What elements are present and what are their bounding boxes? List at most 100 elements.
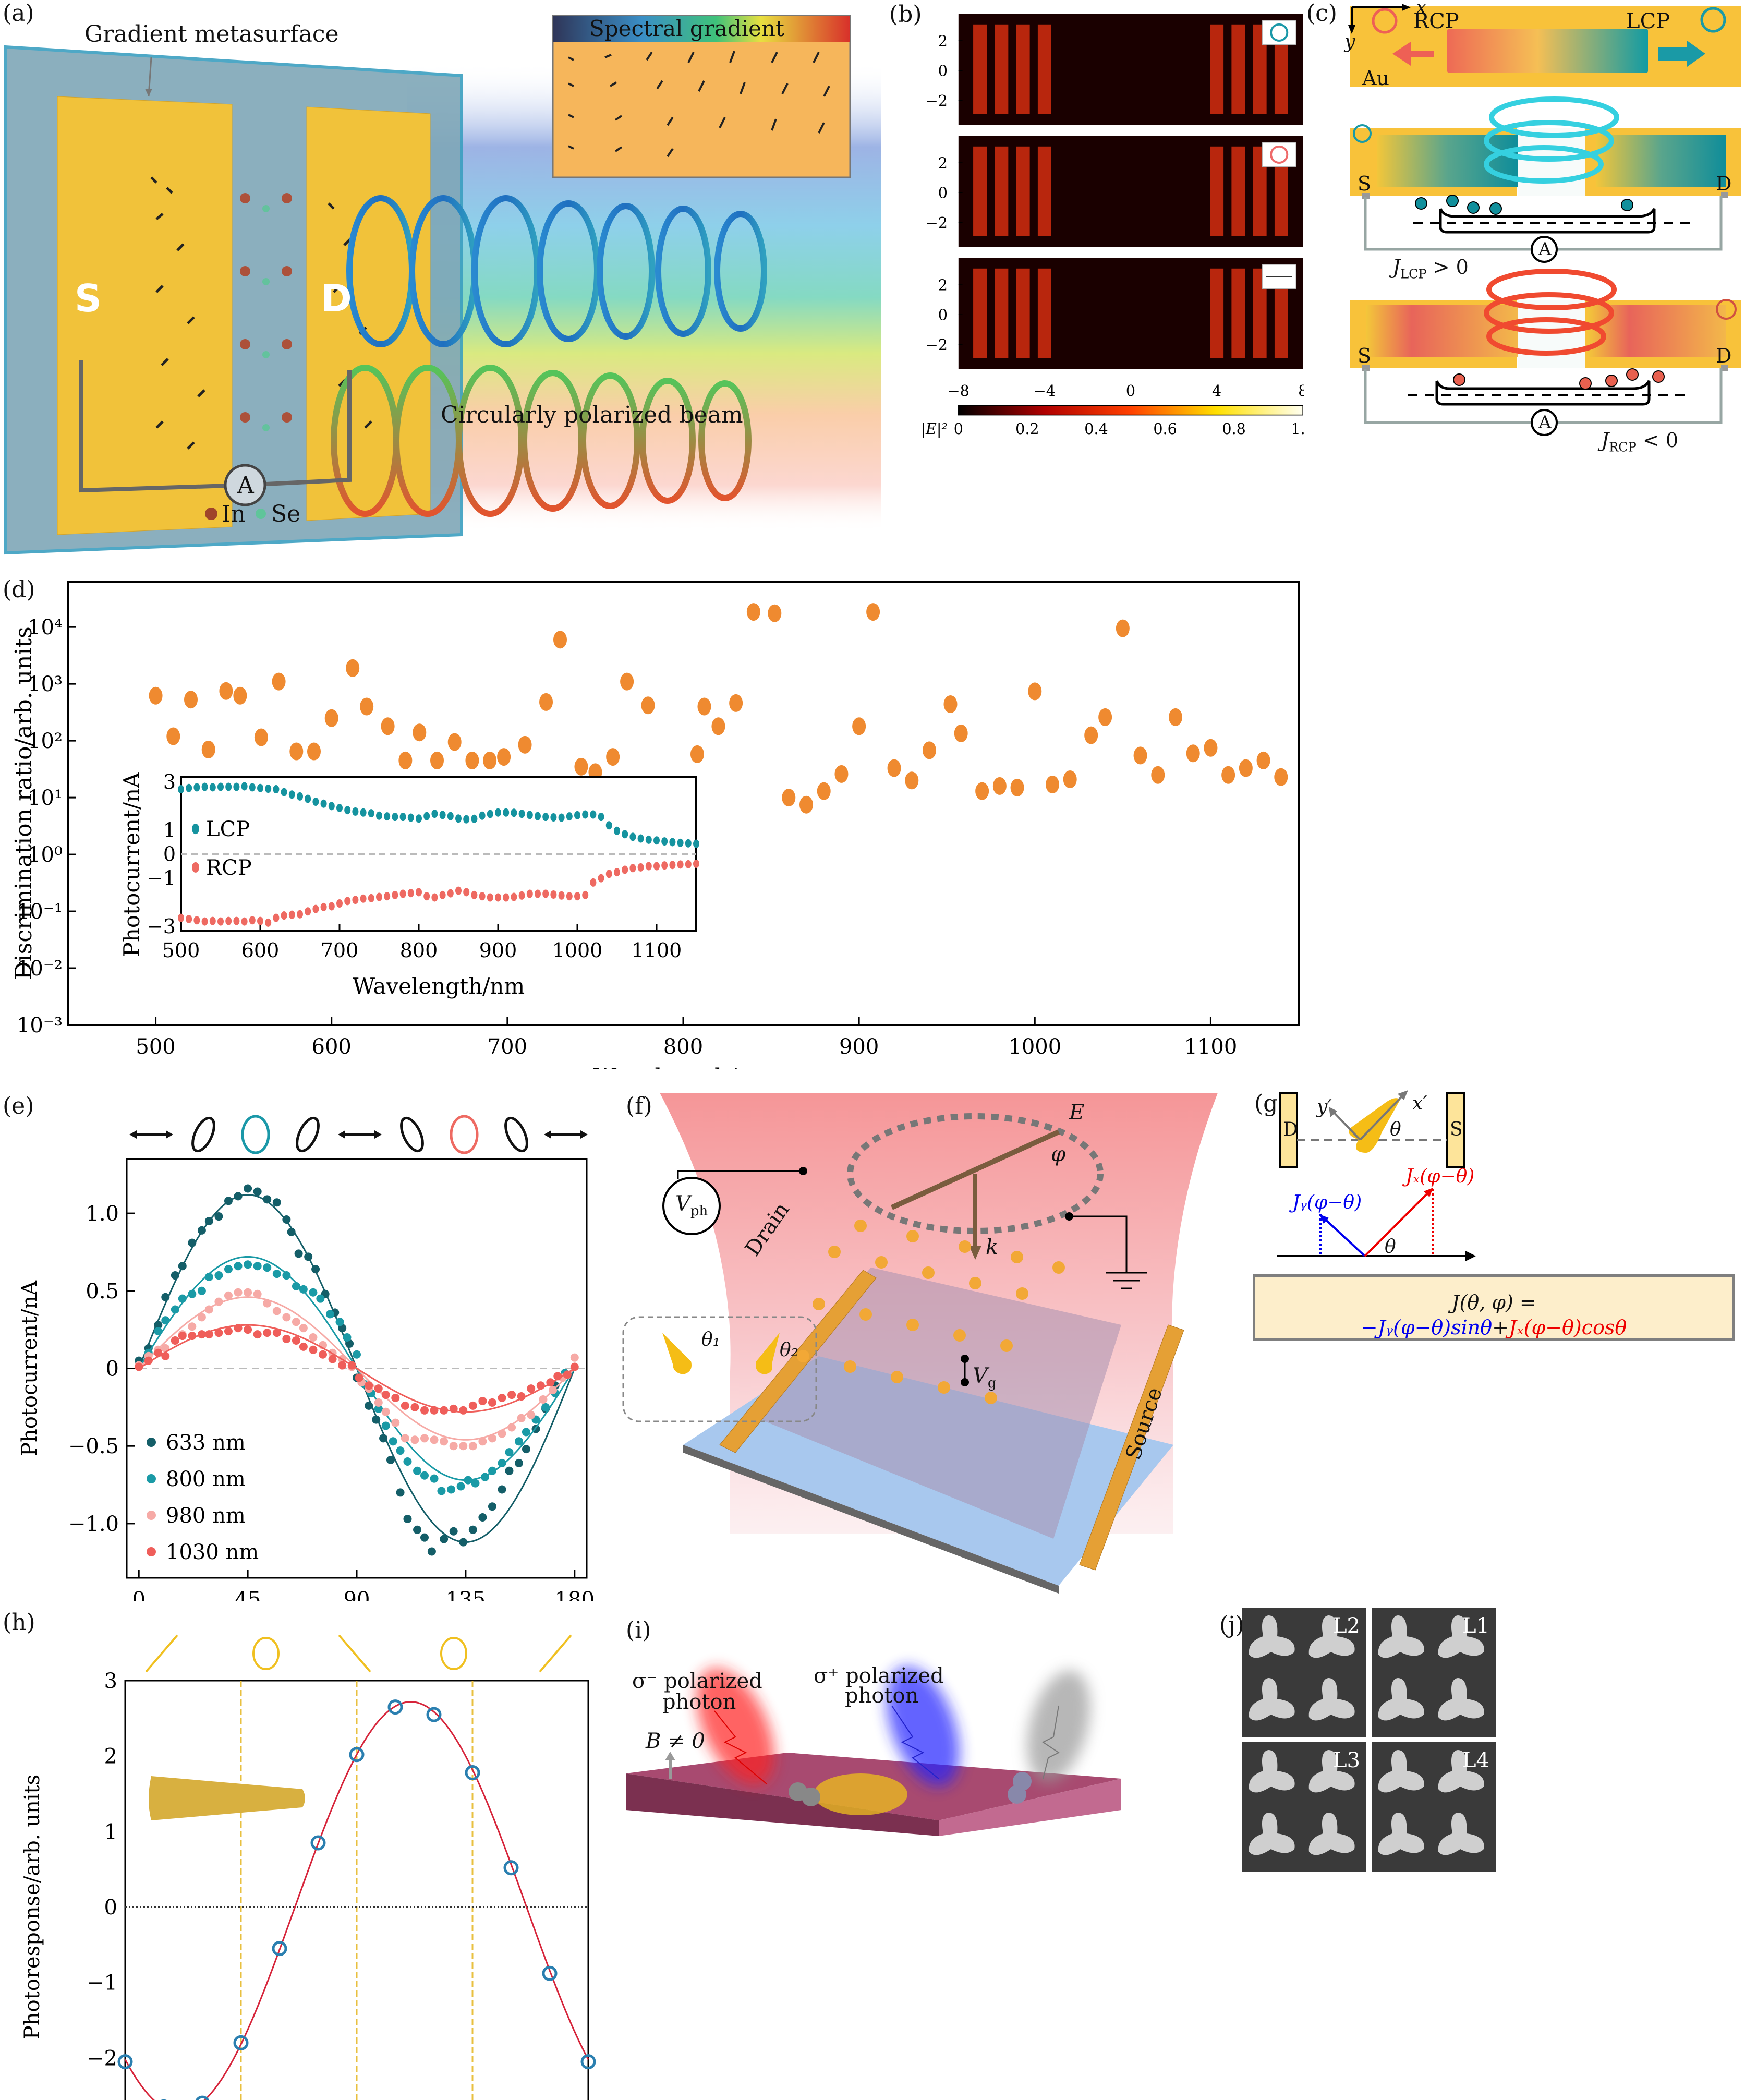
phi-label: φ [1051,1142,1066,1166]
inset-point-lcp [605,821,612,830]
data-point-1 [374,1404,383,1413]
inset-point-rcp [629,864,636,873]
resonator-column [1231,146,1245,236]
nanocones [797,1220,1065,1404]
rcp-channel [1518,300,1585,368]
inset-point-rcp [439,890,446,899]
inset-point-rcp [178,913,184,922]
panel-a: (a) [0,0,881,574]
data-point-1 [253,1262,262,1271]
rcp-s-label: S [1358,344,1372,367]
data-point [905,771,919,790]
sigma-plus-label: σ⁺ polarized [814,1664,944,1688]
data-point-2 [214,1297,223,1306]
inset-point-lcp [257,783,263,792]
data-point-0 [365,1401,373,1410]
inset-point-lcp [344,806,351,815]
data-point [381,717,395,735]
data-point-3 [309,1345,318,1354]
data-point-0 [253,1187,262,1196]
inset-point-lcp [336,804,343,812]
trimer-particle [1438,1615,1484,1658]
x-tick-label: 135 [446,1588,486,1601]
y-tick-label: 2 [104,1745,117,1769]
spectral-gradient-label: Spectral gradient [589,16,784,41]
panel-d: (d) 500 600 700 800 900 1000 1100 10⁻³ 10⁻² 10⁻¹ 1… [0,574,1304,1069]
inset-point-rcp [582,890,589,899]
axis-x-label: x [1416,0,1427,18]
lcp-arrow-right [1658,41,1705,67]
legend-label-3: 1030 nm [166,1540,259,1564]
data-point [307,742,321,761]
inset-point-lcp [653,836,660,845]
inset-point-lcp [249,783,256,792]
inset-point-lcp [645,835,652,844]
data-point-3 [282,1334,291,1343]
inset-point-lcp [566,812,573,821]
data-point [620,672,634,691]
drain-block [1279,1092,1298,1168]
inset-point-lcp [487,810,493,818]
inset-point-rcp [193,916,200,925]
data-point-3 [244,1325,252,1334]
resonator-column [1231,24,1245,114]
data-point-3 [319,1350,328,1359]
data-point [413,723,427,742]
inset-point-lcp [241,782,248,791]
y-axis-label: Photoresponse/arb. units [20,1775,44,2039]
trimer-particle [1378,1678,1424,1721]
data-point [272,1941,287,1957]
k-label: k [986,1235,999,1259]
data-point [782,789,796,807]
data-point-3 [347,1361,356,1370]
inset-point-rcp [392,890,398,899]
elliptical-polarization-icon [296,1116,320,1153]
data-point [254,728,268,746]
data-point [497,748,511,766]
resonator-column [1037,146,1051,236]
x-tick-label: 0 [1126,382,1135,400]
inset-x-tick-label: 800 [400,939,438,962]
data-point-3 [391,1394,400,1403]
inset-point-lcp [614,826,620,835]
equation-line-1: J(θ, φ) = [1451,1291,1536,1314]
inset-point-rcp [407,889,414,898]
data-point [272,672,286,691]
data-point [233,2035,249,2050]
data-point [1256,751,1270,769]
lcp-helix [1484,96,1619,184]
data-point-2 [468,1442,477,1451]
inset-point-rcp [487,893,493,902]
panel-g-diagram [1277,1090,1476,1261]
in-atom-icon [205,508,217,520]
data-point [641,696,655,715]
inset-point-rcp [360,894,367,903]
data-point-1 [353,1350,361,1359]
discrimination-chart: 500 600 700 800 900 1000 1100 10⁻³ 10⁻² 10⁻¹ 10⁰ 10… [10,581,1300,1069]
inset-x-axis-label: Wavelength/nm [353,973,525,999]
data-point-3 [536,1381,545,1390]
beam-label: Circularly polarized beam [441,402,743,428]
inset-point-lcp [526,811,533,819]
inset-point-rcp [653,862,660,871]
data-point-1 [413,1466,422,1475]
data-point-3 [365,1381,373,1390]
data-point [943,695,958,714]
elliptical-polarization-icon [191,1116,215,1153]
data-point-3 [197,1330,206,1339]
data-point-1 [437,1487,446,1495]
data-point [690,745,704,763]
inset-point-rcp [685,860,692,868]
graphene-sheet [746,1268,1121,1539]
data-point-3 [188,1332,197,1341]
nanocone-inset [622,1316,817,1422]
x-tick-label: −8 [948,382,970,400]
theta2-label: θ₂ [780,1339,799,1361]
inset-point-lcp [439,811,446,819]
inset-point-rcp [225,916,232,925]
panel-j: (j) L2 L1 L3 L4 [1219,1601,1745,2100]
inset-point-lcp [677,838,684,847]
colorbar-tick-label: 1.0 [1291,420,1304,438]
data-point [465,1765,480,1780]
y-tick-label: −2 [926,336,948,354]
